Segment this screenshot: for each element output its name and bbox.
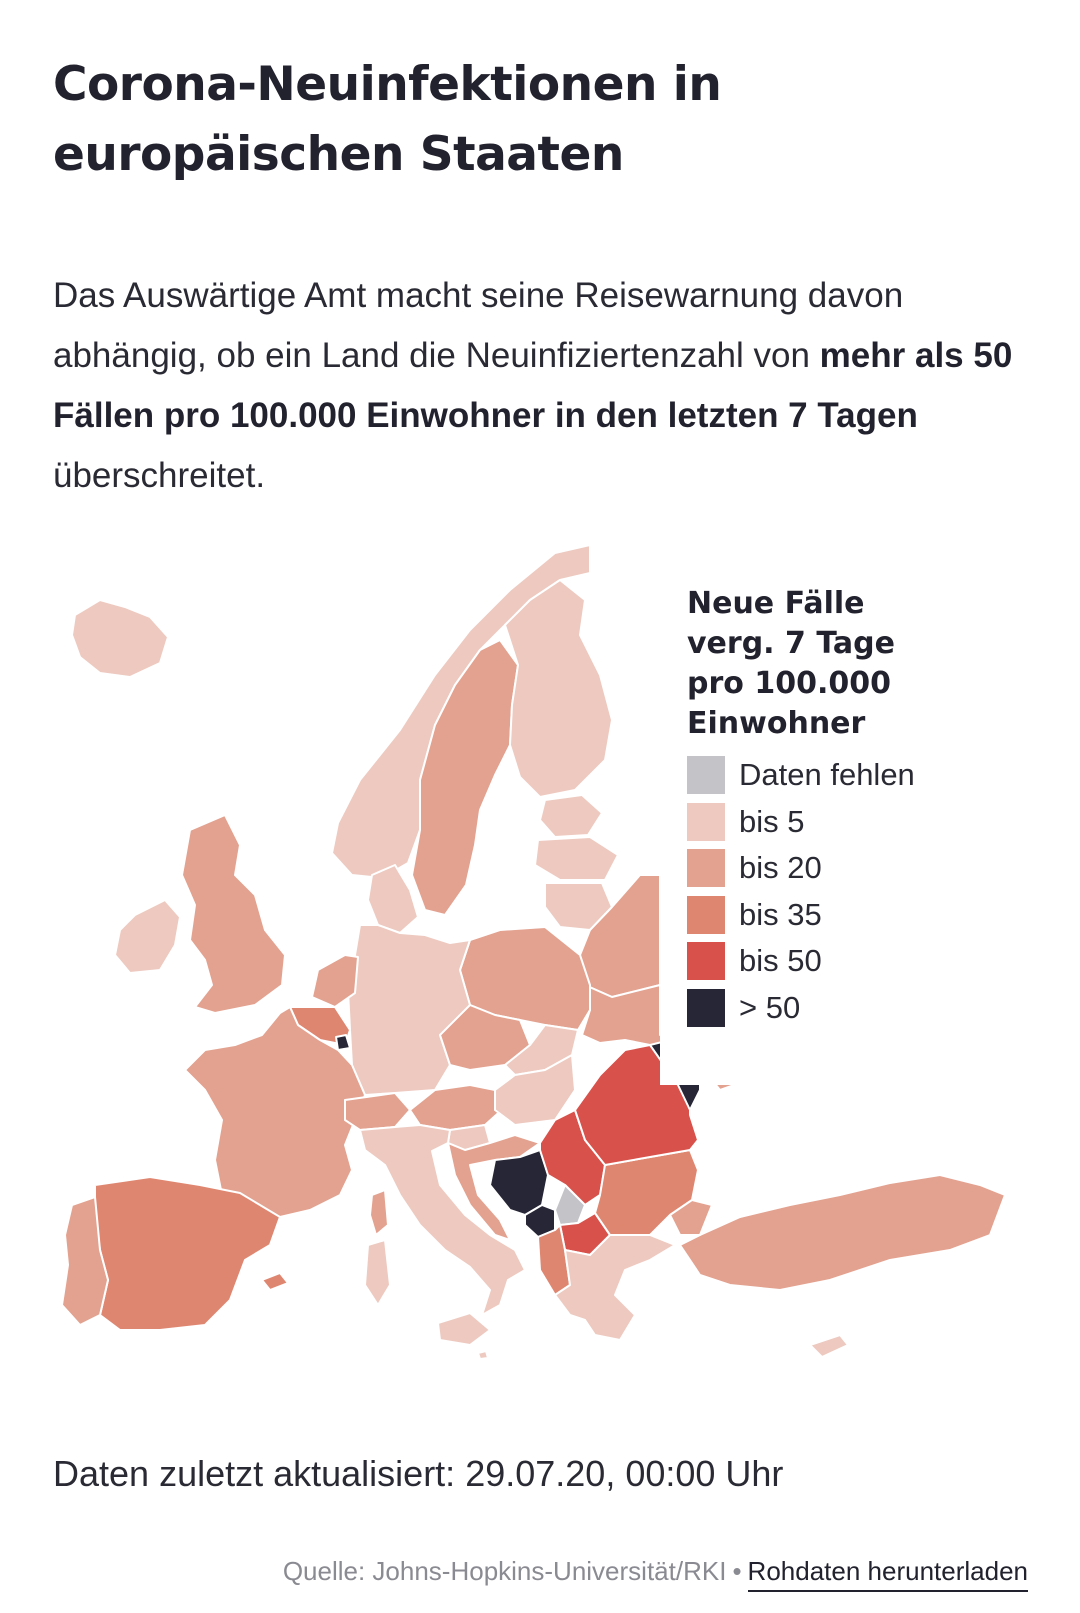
map-region-balearen	[261, 1272, 289, 1291]
map-region-spanien	[94, 1176, 281, 1331]
map-region-estland	[539, 794, 603, 838]
map-region-finnland	[504, 579, 613, 798]
download-link[interactable]: Rohdaten herunterladen	[747, 1556, 1028, 1592]
map-region-deutschland	[347, 924, 471, 1096]
legend-label: Daten fehlen	[739, 757, 915, 792]
map-region-kosovo	[554, 1184, 586, 1226]
map-region-kroatien	[447, 1134, 541, 1241]
map-region-irland	[114, 899, 181, 974]
source-text: Quelle: Johns-Hopkins-Universität/RKI	[282, 1556, 727, 1586]
separator: •	[732, 1556, 742, 1586]
map-region-vereinigtes-koenigreich	[181, 814, 286, 1014]
map-region-italien	[359, 1124, 526, 1316]
map-region-schweden	[411, 639, 519, 916]
legend-swatch	[687, 942, 725, 980]
map-region-sardinien	[364, 1239, 391, 1306]
legend-label: bis 5	[739, 804, 805, 839]
map-region-sizilien	[437, 1312, 491, 1346]
map-region-malta	[477, 1350, 489, 1360]
intro-text: Das Auswärtige Amt macht seine Reisewarn…	[53, 276, 904, 375]
legend-swatch	[687, 896, 725, 934]
map-region-ungarn	[494, 1054, 576, 1126]
page-title: Corona-Neuinfektionen in europäischen St…	[53, 57, 722, 182]
map-region-zypern	[809, 1334, 849, 1358]
footer: Quelle: Johns-Hopkins-Universität/RKI • Ro…	[282, 1556, 1028, 1592]
legend-label: bis 35	[739, 897, 822, 932]
map-region-bulgarien	[594, 1149, 699, 1236]
legend-swatch	[687, 849, 725, 887]
legend-label: bis 50	[739, 943, 822, 978]
legend-swatch	[687, 803, 725, 841]
map-region-bosnien	[489, 1149, 549, 1216]
legend-label: bis 20	[739, 850, 822, 885]
map-region-lettland	[534, 836, 619, 881]
map-region-tuerkei	[679, 1174, 1006, 1291]
intro-highlight: mehr als 50 Fällen pro 100.000 Einwohner…	[53, 336, 1013, 435]
map-region-tuerkei-thrakien	[669, 1199, 713, 1236]
legend-swatch	[687, 756, 725, 794]
legend-label: > 50	[739, 990, 801, 1025]
legend-swatch	[687, 989, 725, 1027]
map-region-luxemburg	[335, 1034, 351, 1051]
map-region-niederlande	[311, 954, 359, 1008]
map-region-korsika	[369, 1189, 389, 1236]
map-svg	[61, 545, 1006, 1360]
intro-paragraph: Das Auswärtige Amt macht seine Reisewarn…	[53, 266, 1013, 506]
europe-map	[0, 545, 1080, 1405]
map-region-portugal	[61, 1196, 109, 1326]
intro-text-end: überschreitet.	[53, 456, 266, 495]
last-updated: Daten zuletzt aktualisiert: 29.07.20, 00…	[53, 1453, 784, 1494]
map-region-island	[71, 599, 169, 678]
legend-title: Neue Fälle verg. 7 Tage pro 100.000 Einw…	[687, 586, 895, 741]
map-region-schweiz	[344, 1092, 411, 1131]
map-region-griechenland	[554, 1234, 676, 1341]
map-region-daenemark	[367, 864, 419, 934]
